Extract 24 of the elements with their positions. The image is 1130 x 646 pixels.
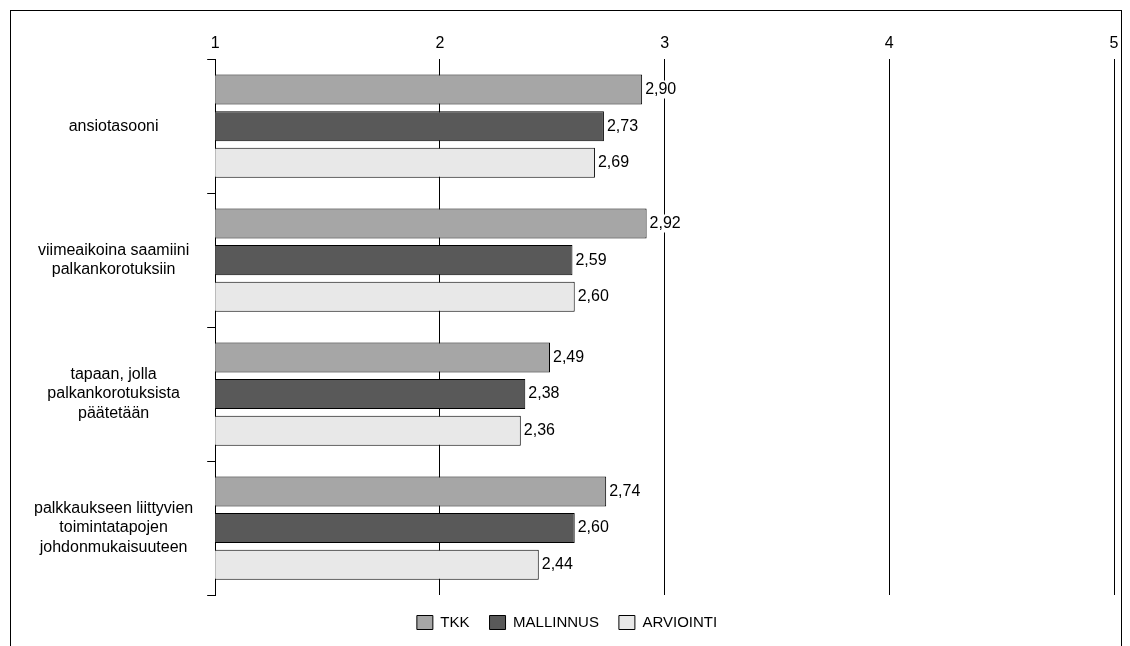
data-label: 2,69 <box>597 153 630 171</box>
y-tick-label: ansiotasooni <box>68 116 159 134</box>
x-tick-label: 4 <box>884 34 894 52</box>
legend-label: ARVIOINTI <box>642 612 718 630</box>
data-label: 2,74 <box>609 481 641 499</box>
data-label: 2,90 <box>645 79 677 97</box>
legend-label: MALLINNUS <box>513 612 599 630</box>
data-label: 2,60 <box>577 518 609 536</box>
x-tick-label: 5 <box>1109 34 1119 52</box>
data-label: 2,92 <box>649 213 681 231</box>
legend-label: TKK <box>440 612 470 630</box>
x-tick-label: 3 <box>660 34 670 52</box>
data-label: 2,36 <box>523 421 556 439</box>
data-label: 2,38 <box>528 384 560 402</box>
x-tick-label: 1 <box>210 34 220 52</box>
y-tick-label: palkkaukseen liittyvien toimintatapojen johdonmukaisuuteen <box>34 499 194 555</box>
y-tick-label: tapaan, jolla palkankorotuksista päätetään <box>47 365 180 421</box>
data-label: 2,73 <box>606 116 639 134</box>
y-tick-label: viimeaikoina saamiini palkankorotuksiin <box>38 240 190 278</box>
x-tick-label: 2 <box>435 34 445 52</box>
data-label: 2,44 <box>541 555 574 573</box>
data-label: 2,60 <box>577 287 609 305</box>
data-label: 2,59 <box>575 250 607 268</box>
data-label: 2,49 <box>553 347 585 365</box>
